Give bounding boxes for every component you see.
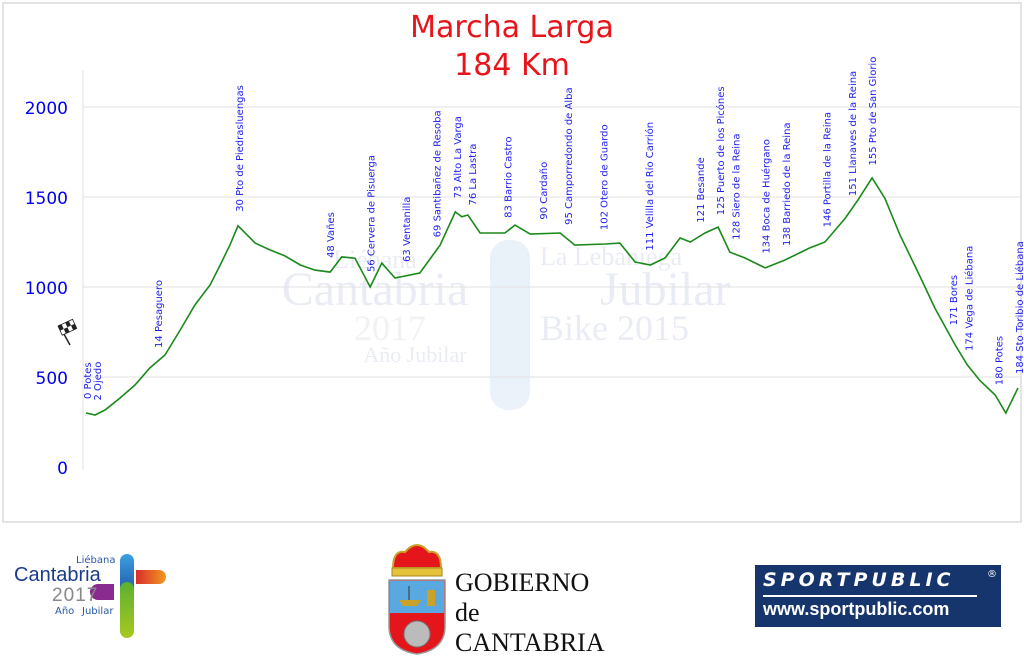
cantabria-coat-of-arms bbox=[388, 544, 446, 655]
watermark-text: La Lebaniega bbox=[540, 242, 683, 271]
waypoint-label: 73 Alto La Varga bbox=[453, 116, 464, 198]
cantabria-2017-logo: Liébana Cantabria 2017 Año Jubilar bbox=[12, 552, 172, 642]
waypoint-label: 83 Barrio Castro bbox=[503, 137, 514, 218]
logo-text: de bbox=[455, 598, 480, 627]
waypoint-label: 90 Cardaño bbox=[539, 162, 550, 220]
waypoint-label: 121 Besande bbox=[696, 157, 707, 222]
waypoint-label: 146 Portilla de la Reina bbox=[823, 112, 834, 227]
waypoint-label: 30 Pto de Piedrasluengas bbox=[235, 85, 246, 212]
logo-text: Año bbox=[55, 606, 75, 617]
watermark-shape bbox=[490, 240, 530, 410]
waypoint-label: 76 La Lastra bbox=[468, 144, 479, 206]
waypoint-label: 138 Barriedo de la Reina bbox=[782, 122, 793, 246]
waypoint-label: 125 Puerto de los Picónes bbox=[715, 86, 727, 215]
elevation-chart: Liébana Cantabria 2017 Año Jubilar La Le… bbox=[2, 2, 1024, 523]
chart-subtitle: 184 Km bbox=[454, 48, 570, 83]
waypoint-label: 102 Otero de Guardo bbox=[600, 124, 611, 230]
logo-text: Liébana bbox=[76, 555, 116, 566]
waypoint-label: 155 Pto de San Glorio bbox=[868, 57, 879, 166]
y-tick-label: 2000 bbox=[25, 99, 68, 119]
y-tick-label: 0 bbox=[57, 459, 68, 479]
chart-title: Marcha Larga bbox=[410, 10, 614, 45]
waypoint-label: 56 Cervera de Pisuerga bbox=[367, 155, 378, 272]
checkered-flag-icon bbox=[57, 318, 78, 346]
waypoint-label: 48 Vañes bbox=[326, 212, 337, 258]
watermark-text: Cantabria bbox=[282, 263, 469, 316]
logo-text: Cantabria bbox=[14, 564, 101, 586]
watermark-text: Liébana bbox=[333, 245, 417, 274]
logo-text: ® bbox=[987, 569, 997, 580]
logo-text: CANTABRIA bbox=[455, 628, 605, 657]
logo-text: SPORTPUBLIC bbox=[763, 569, 955, 591]
waypoint-label: 151 Llanaves de la Reina bbox=[848, 71, 859, 196]
waypoint-label: 111 Velilla del Río Carrión bbox=[644, 122, 656, 251]
waypoint-label: 14 Pesaguero bbox=[154, 280, 165, 348]
watermark-text: Jubilar bbox=[600, 263, 731, 316]
sportpublic-logo: SPORTPUBLIC ® www.sportpublic.com bbox=[755, 565, 1001, 627]
logo-text: GOBIERNO bbox=[455, 568, 590, 597]
watermark-text: Bike 2015 bbox=[540, 308, 689, 348]
watermark-text: 2017 bbox=[354, 308, 426, 348]
y-tick-label: 1000 bbox=[25, 279, 68, 299]
watermark: Liébana Cantabria 2017 Año Jubilar La Le… bbox=[282, 240, 731, 410]
waypoint-label: 174 Vega de Liébana bbox=[963, 246, 975, 351]
logo-divider bbox=[763, 595, 977, 597]
y-tick-label: 1500 bbox=[25, 189, 68, 209]
gobierno-de-cantabria-logo-text: GOBIERNO de CANTABRIA bbox=[455, 568, 605, 658]
elevation-profile-line bbox=[85, 176, 1019, 416]
waypoint-label: 63 Ventanilla bbox=[402, 197, 413, 262]
watermark-text: Año Jubilar bbox=[363, 342, 467, 367]
waypoint-label: 134 Boca de Huérgano bbox=[761, 139, 773, 254]
logo-text: Jubilar bbox=[82, 606, 114, 617]
waypoint-label: 69 Santibañez de Resoba bbox=[433, 110, 444, 237]
chart-frame bbox=[2, 2, 1022, 523]
waypoint-label: 180 Potes bbox=[995, 336, 1006, 385]
waypoint-label: 171 Bores bbox=[949, 275, 960, 326]
waypoint-label: 128 Siero de la Reina bbox=[731, 133, 742, 239]
y-tick-label: 500 bbox=[36, 369, 68, 389]
waypoint-label: 0 Potes bbox=[83, 362, 94, 399]
waypoint-label: 2 Ojedo bbox=[93, 362, 104, 401]
waypoint-label: 95 Camporredondo de Alba bbox=[564, 87, 575, 224]
logo-url: www.sportpublic.com bbox=[763, 599, 950, 619]
logo-text: 2017 bbox=[52, 585, 99, 606]
waypoint-label: 184 Sto Toribio de Liébana bbox=[1014, 241, 1024, 374]
